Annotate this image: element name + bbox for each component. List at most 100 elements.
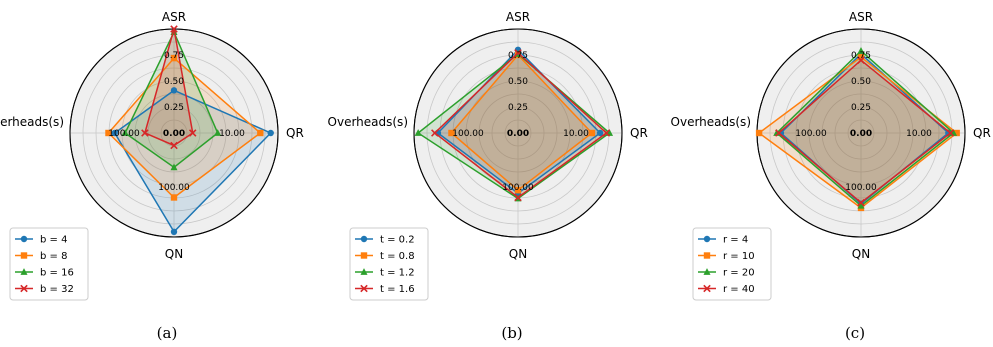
marker-circle	[267, 129, 274, 137]
legend: r = 4 r = 10 r = 20 r = 40	[692, 227, 772, 301]
marker-x	[857, 56, 865, 64]
marker-x	[514, 49, 522, 57]
qr-tick-label: 10.00	[219, 129, 245, 139]
axis-label-asr: ASR	[849, 10, 873, 24]
marker-triangle	[214, 129, 222, 136]
marker-square	[514, 187, 522, 194]
marker-x	[170, 25, 178, 33]
marker-x	[946, 129, 955, 137]
radar-chart-3: 0.00 0.25 0.50 0.75 10.00 100.00 100.00 ASR QR QN…	[671, 10, 991, 342]
series-fill	[125, 32, 218, 168]
series-fill	[451, 55, 592, 191]
axis-label-overheadss: Overheads(s)	[328, 115, 408, 129]
series-fill	[108, 58, 261, 198]
legend-box	[692, 227, 772, 301]
qn-tick-label: 100.00	[158, 183, 190, 193]
marker-x	[602, 129, 611, 137]
marker-triangle	[703, 268, 711, 275]
marker-square	[857, 53, 865, 61]
radial-tick-label: 0.75	[164, 51, 184, 61]
legend-label: r = 4	[723, 235, 748, 246]
marker-square	[20, 252, 28, 259]
marker-triangle	[20, 268, 28, 275]
axis-label-qn: QN	[509, 247, 527, 261]
legend-label: r = 10	[723, 251, 755, 262]
axis-label-overheadss: Overheads(s)	[671, 115, 751, 129]
marker-triangle	[857, 47, 865, 54]
subfigure-caption: (b)	[501, 324, 522, 342]
legend-label: b = 16	[40, 268, 74, 279]
legend-label: r = 40	[723, 284, 755, 295]
marker-x	[514, 193, 522, 202]
marker-triangle	[170, 163, 178, 171]
radial-tick-label: 0.00	[163, 129, 185, 139]
marker-x	[188, 129, 197, 137]
marker-x	[775, 129, 783, 137]
radial-tick-label: 0.00	[850, 129, 872, 139]
series-fill	[434, 52, 607, 198]
legend-box	[349, 227, 429, 301]
qn-tick-label: 100.00	[502, 183, 534, 193]
qr-tick-label: 10.00	[906, 129, 932, 139]
marker-triangle	[414, 129, 422, 136]
marker-x	[431, 129, 439, 137]
marker-triangle	[121, 129, 129, 136]
marker-x	[141, 129, 149, 137]
legend: t = 0.2 t = 0.8 t = 1.2 t = 1.6	[349, 227, 429, 301]
radial-tick-label: 0.75	[851, 51, 871, 61]
marker-square	[588, 129, 596, 137]
axis-label-qr: QR	[630, 126, 648, 140]
legend-label: t = 1.2	[380, 268, 415, 279]
axis-label-overheadss: Overheads(s)	[0, 115, 64, 129]
radial-tick-label: 0.00	[507, 129, 529, 139]
legend-label: t = 0.2	[380, 235, 415, 246]
radial-tick-label: 0.50	[164, 77, 184, 87]
marker-x	[857, 198, 865, 207]
marker-circle	[20, 235, 28, 243]
axis-label-asr: ASR	[162, 10, 186, 24]
subfigure-caption: (a)	[157, 324, 178, 342]
qr-tick-label: 10.00	[563, 129, 589, 139]
radial-tick-label: 0.25	[851, 103, 871, 113]
radial-tick-label: 0.25	[164, 103, 184, 113]
marker-square	[703, 252, 711, 259]
axis-label-asr: ASR	[506, 10, 530, 24]
marker-square	[755, 129, 763, 137]
marker-square	[448, 129, 455, 137]
legend-label: t = 0.8	[380, 251, 415, 262]
axis-label-qr: QR	[286, 126, 304, 140]
marker-circle	[170, 87, 178, 94]
series-fill	[418, 53, 610, 199]
axis-label-qr: QR	[973, 126, 991, 140]
overheads-tick-label: 100.00	[452, 129, 484, 139]
legend-label: b = 8	[40, 251, 67, 262]
radial-tick-label: 0.75	[508, 51, 528, 61]
marker-square	[360, 252, 368, 259]
radar-chart-2: 0.00 0.25 0.50 0.75 10.00 100.00 100.00 ASR QR QN…	[328, 10, 648, 342]
marker-square	[105, 129, 112, 137]
legend-label: r = 20	[723, 268, 755, 279]
legend-label: t = 1.6	[380, 284, 415, 295]
qn-tick-label: 100.00	[845, 183, 877, 193]
marker-x	[703, 284, 711, 293]
marker-x	[20, 284, 28, 293]
axis-label-qn: QN	[852, 247, 870, 261]
legend-box	[9, 227, 89, 301]
radial-tick-label: 0.25	[508, 103, 528, 113]
radar-chart-1: 0.00 0.25 0.50 0.75 10.00 100.00 100.00 ASR QR QN…	[0, 10, 304, 342]
marker-circle	[703, 235, 711, 243]
radial-tick-label: 0.50	[508, 77, 528, 87]
series-fill	[144, 29, 193, 146]
marker-square	[257, 129, 264, 137]
marker-circle	[360, 235, 368, 243]
overheads-tick-label: 100.00	[108, 129, 140, 139]
series-fill	[114, 90, 271, 232]
marker-triangle	[360, 268, 368, 275]
axis-label-qn: QN	[165, 247, 183, 261]
marker-triangle	[857, 201, 865, 209]
marker-circle	[596, 129, 604, 137]
subfigure-caption: (c)	[845, 324, 865, 342]
legend: b = 4 b = 8 b = 16 b = 32	[9, 227, 89, 301]
marker-square	[953, 129, 960, 137]
